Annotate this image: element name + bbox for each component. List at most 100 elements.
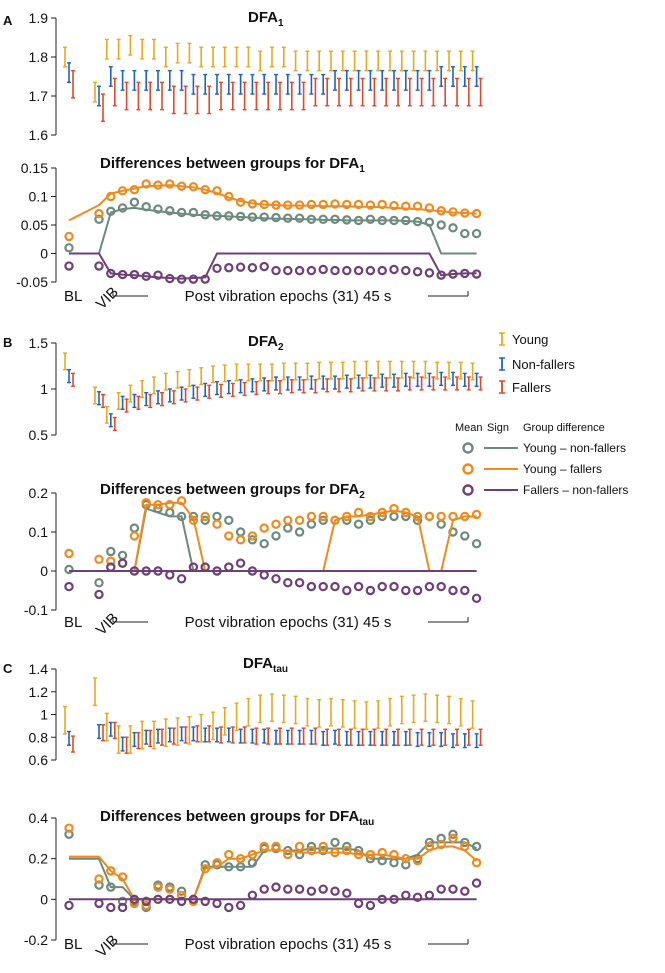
mean-marker-young-non-fallers	[106, 882, 116, 892]
errorbar-non-fallers	[191, 726, 196, 742]
mean-marker-fallers-non-fallers	[153, 894, 163, 905]
errorbar-fallers	[478, 728, 483, 746]
errorbar-non-fallers	[97, 724, 101, 740]
errorbar-young	[104, 38, 109, 60]
chart-title-subscript: 1	[359, 164, 365, 175]
mean-marker-young-fallers	[94, 554, 104, 565]
mean-marker-fallers-non-fallers	[424, 890, 435, 900]
errorbar-fallers	[71, 735, 75, 753]
errorbar-fallers	[301, 81, 306, 111]
errorbar-fallers	[337, 728, 341, 746]
errorbar-non-fallers	[474, 733, 479, 749]
errorbar-young	[352, 360, 357, 379]
errorbar-non-fallers	[67, 368, 71, 384]
mean-marker-young-fallers	[129, 531, 140, 541]
errorbar-young	[199, 46, 204, 68]
series-fallers	[71, 372, 483, 432]
mean-marker-young-non-fallers	[117, 550, 128, 561]
errorbar-young	[116, 38, 121, 60]
y-tick-label: 1.7	[29, 88, 49, 104]
errorbar-fallers	[207, 725, 212, 743]
errorbar-non-fallers	[474, 66, 479, 87]
errorbar-fallers	[396, 77, 400, 107]
mean-marker-young-non-fallers	[106, 546, 116, 557]
chart-title-main: DFA	[248, 9, 278, 26]
errorbar-non-fallers	[156, 69, 160, 91]
errorbar-non-fallers	[108, 721, 113, 737]
mean-marker-young-fallers	[94, 874, 104, 884]
mean-marker-fallers-non-fallers	[294, 884, 305, 894]
mean-marker-fallers-non-fallers	[318, 884, 328, 894]
mean-marker-fallers-non-fallers	[106, 268, 116, 279]
errorbar-young	[128, 384, 133, 403]
errorbar-fallers	[313, 379, 318, 394]
series-young-fallers	[64, 823, 482, 911]
errorbar-fallers	[195, 386, 200, 401]
errorbar-young	[187, 42, 192, 64]
errorbar-non-fallers	[250, 728, 255, 744]
mean-marker-young-non-fallers	[365, 214, 376, 224]
y-tick-label: 1.2	[29, 684, 49, 700]
errorbar-fallers	[407, 376, 412, 391]
errorbar-young	[270, 693, 274, 723]
mean-marker-young-non-fallers	[259, 539, 269, 549]
errorbar-young	[128, 725, 133, 754]
errorbar-young	[411, 360, 416, 379]
errorbar-young	[293, 50, 298, 72]
mean-marker-young-fallers	[306, 199, 317, 210]
chart-c-errorbar-4: 0.6 0.8 1 1.2 1.4 DFAtau	[29, 655, 483, 768]
errorbar-young	[281, 362, 286, 381]
errorbar-non-fallers	[333, 729, 337, 745]
mean-marker-fallers-non-fallers	[64, 900, 74, 911]
sign-line-fallers-non-fallers	[69, 252, 477, 280]
chart-b-scatter_line-3: -0.1 0 0.1 0.2 Differences between groups fo…	[24, 481, 482, 639]
errorbar-young	[258, 50, 263, 72]
mean-marker-fallers-non-fallers	[141, 896, 151, 907]
errorbar-young	[447, 50, 451, 72]
mean-marker-young-non-fallers	[448, 829, 458, 839]
errorbar-non-fallers	[262, 377, 267, 392]
mean-marker-young-fallers	[141, 498, 151, 508]
mean-marker-young-non-fallers	[283, 523, 293, 533]
mean-marker-fallers-non-fallers	[283, 578, 293, 588]
legend-non-fallers-label: Non-fallers	[512, 357, 575, 372]
chart-title-subscript: 2	[359, 490, 365, 501]
legend-young-errorbar-icon	[499, 332, 505, 346]
errorbar-young	[281, 694, 286, 724]
errorbar-young	[305, 50, 310, 72]
y-tick-label: 1	[40, 707, 48, 723]
errorbar-fallers	[207, 384, 212, 399]
mean-marker-young-fallers	[436, 839, 446, 850]
mean-marker-fallers-non-fallers	[471, 593, 482, 604]
panel-letter-b: B	[3, 335, 12, 350]
mean-marker-young-fallers	[353, 849, 364, 860]
mean-marker-fallers-non-fallers	[365, 585, 376, 596]
errorbar-non-fallers	[344, 730, 349, 746]
mean-marker-young-fallers	[294, 200, 305, 210]
errorbar-young	[458, 361, 463, 380]
mean-marker-fallers-non-fallers	[64, 581, 74, 592]
errorbar-young	[175, 370, 180, 389]
mean-marker-young-fallers	[212, 186, 222, 196]
x-label-post-vibration: Post vibration epochs (31) 45 s	[185, 614, 392, 631]
mean-marker-fallers-non-fallers	[129, 566, 140, 576]
mean-marker-young-fallers	[460, 841, 470, 852]
mean-marker-young-non-fallers	[330, 214, 340, 224]
mean-marker-young-non-fallers	[424, 837, 435, 848]
mean-marker-fallers-non-fallers	[306, 581, 317, 592]
mean-marker-fallers-non-fallers	[188, 274, 199, 284]
panel-letter-a: A	[3, 13, 13, 28]
series-fallers-non-fallers	[64, 878, 482, 913]
y-tick-label: 0.05	[21, 217, 48, 233]
errorbar-non-fallers	[156, 728, 160, 744]
mean-marker-fallers-non-fallers	[401, 890, 411, 900]
errorbar-young	[140, 720, 145, 750]
errorbar-fallers	[419, 77, 424, 107]
errorbar-young	[93, 81, 97, 103]
mean-marker-fallers-non-fallers	[271, 882, 281, 892]
mean-marker-fallers-non-fallers	[200, 562, 210, 572]
errorbar-young	[258, 363, 263, 382]
errorbar-non-fallers	[238, 73, 243, 95]
mean-marker-young-non-fallers	[353, 215, 364, 226]
